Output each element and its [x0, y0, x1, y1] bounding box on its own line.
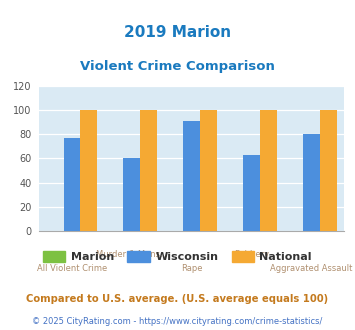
Bar [80, 110, 97, 231]
Text: Aggravated Assault: Aggravated Assault [270, 264, 353, 273]
Legend: Marion, Wisconsin, National: Marion, Wisconsin, National [39, 247, 316, 267]
Bar [64, 138, 80, 231]
Text: Rape: Rape [181, 264, 202, 273]
Bar [200, 110, 217, 231]
Text: © 2025 CityRating.com - https://www.cityrating.com/crime-statistics/: © 2025 CityRating.com - https://www.city… [32, 317, 323, 326]
Text: All Violent Crime: All Violent Crime [37, 264, 107, 273]
Bar [243, 155, 260, 231]
Bar [140, 110, 157, 231]
Text: Murder & Mans...: Murder & Mans... [96, 250, 168, 259]
Text: Compared to U.S. average. (U.S. average equals 100): Compared to U.S. average. (U.S. average … [26, 294, 329, 304]
Text: 2019 Marion: 2019 Marion [124, 25, 231, 40]
Bar [320, 110, 337, 231]
Text: Robbery: Robbery [234, 250, 269, 259]
Bar [183, 121, 200, 231]
Bar [124, 158, 140, 231]
Bar [260, 110, 277, 231]
Text: Violent Crime Comparison: Violent Crime Comparison [80, 60, 275, 73]
Bar [303, 134, 320, 231]
